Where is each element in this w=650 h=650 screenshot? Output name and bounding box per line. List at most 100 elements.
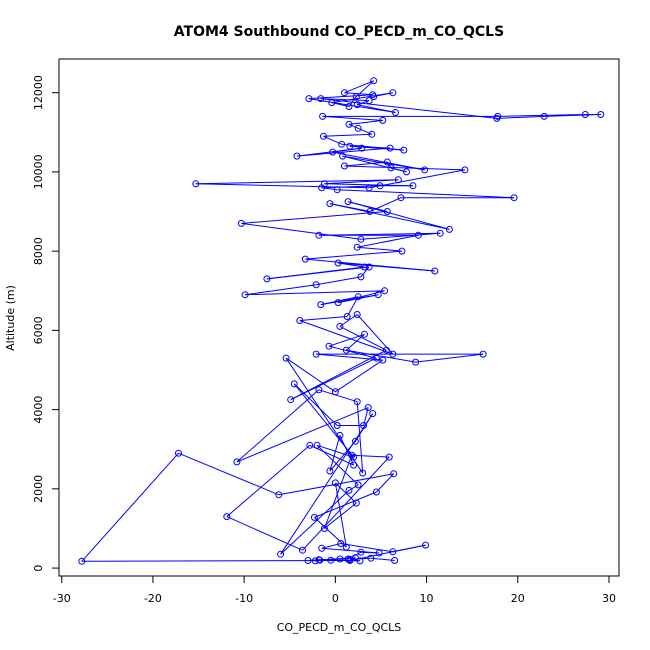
series-lines — [81, 80, 601, 562]
data-point — [412, 358, 420, 366]
data-point — [461, 166, 469, 174]
series-segment — [328, 345, 377, 359]
chart-title: ATOM4 Southbound CO_PECD_m_CO_QCLS — [174, 24, 504, 40]
series-segment — [314, 517, 347, 548]
data-point — [350, 461, 358, 469]
series-segment — [285, 357, 364, 474]
data-point — [389, 548, 397, 556]
data-point — [78, 557, 86, 565]
data-point — [354, 481, 362, 489]
data-point — [223, 513, 231, 521]
series-segment — [321, 547, 380, 554]
x-tick-label: -20 — [144, 592, 162, 605]
data-point — [390, 470, 398, 478]
data-point — [320, 180, 328, 188]
data-point — [351, 554, 359, 562]
series-segment — [280, 413, 374, 555]
series-segment — [316, 444, 359, 486]
data-point — [310, 513, 318, 521]
data-point — [301, 255, 309, 263]
series-segment — [241, 211, 388, 224]
series-segment — [370, 557, 395, 561]
data-point — [312, 281, 320, 289]
data-point — [287, 396, 295, 404]
x-tick-label: -30 — [53, 592, 71, 605]
series-segment — [355, 80, 375, 97]
series-segment — [296, 147, 391, 157]
data-point — [317, 95, 325, 103]
data-point — [382, 346, 390, 354]
data-point — [334, 259, 342, 267]
series-segment — [280, 490, 350, 555]
data-point — [336, 431, 344, 439]
data-point — [385, 453, 393, 461]
series-segment — [305, 250, 402, 260]
data-point — [336, 322, 344, 330]
data-point — [376, 182, 384, 190]
series-segment — [357, 127, 373, 135]
data-point — [293, 152, 301, 160]
data-point — [445, 225, 453, 233]
data-point — [312, 350, 320, 358]
data-point — [311, 557, 319, 565]
series-segment — [339, 325, 387, 351]
series-segment — [236, 407, 369, 463]
series-segment — [302, 456, 390, 551]
data-point — [175, 449, 182, 457]
data-point — [337, 540, 345, 547]
series-segment — [318, 389, 358, 403]
series-segment — [316, 276, 361, 286]
data-point — [493, 114, 501, 122]
data-point — [370, 77, 378, 85]
data-point — [400, 146, 408, 154]
x-tick-label: -10 — [235, 592, 253, 605]
series-segment — [349, 544, 426, 561]
series-segment — [335, 359, 384, 393]
series-segment — [226, 516, 303, 551]
series-segment — [324, 502, 357, 529]
data-point — [357, 548, 365, 556]
data-point — [375, 549, 383, 557]
data-point — [479, 350, 487, 358]
data-point — [299, 546, 306, 554]
series-segment — [356, 401, 364, 474]
series-segment — [290, 349, 387, 401]
data-point — [540, 112, 548, 120]
series-segment — [178, 452, 279, 496]
series-segment — [348, 484, 359, 491]
x-tick-label: 10 — [420, 592, 434, 605]
data-point — [327, 556, 335, 564]
data-point — [319, 112, 327, 120]
data-point — [328, 99, 336, 107]
series-segment — [376, 473, 395, 493]
y-tick-label: 2000 — [32, 475, 45, 503]
data-point — [263, 275, 271, 283]
data-point — [344, 555, 352, 563]
data-point — [354, 124, 362, 132]
series-segment — [305, 258, 435, 272]
data-point — [325, 342, 333, 350]
y-tick-label: 8000 — [32, 237, 45, 265]
data-point — [409, 182, 417, 190]
y-axis: 0 2000 4000 6000 8000 10000 12000 — [32, 75, 60, 572]
series-segment — [81, 560, 350, 562]
series-segment — [293, 383, 338, 426]
data-point — [360, 422, 368, 429]
data-point — [275, 491, 283, 499]
series-segment — [357, 246, 402, 252]
data-point — [359, 469, 367, 477]
data-point — [383, 158, 391, 166]
data-point — [339, 152, 347, 160]
data-point — [365, 97, 373, 105]
data-point — [352, 499, 360, 507]
series-segment — [341, 143, 404, 151]
data-point — [315, 386, 323, 394]
data-point — [354, 293, 362, 301]
data-point — [397, 194, 405, 202]
series-segment — [344, 80, 374, 94]
series-segment — [351, 454, 390, 458]
data-point — [338, 140, 346, 148]
series-segment — [320, 98, 497, 119]
series-segment — [266, 266, 365, 280]
